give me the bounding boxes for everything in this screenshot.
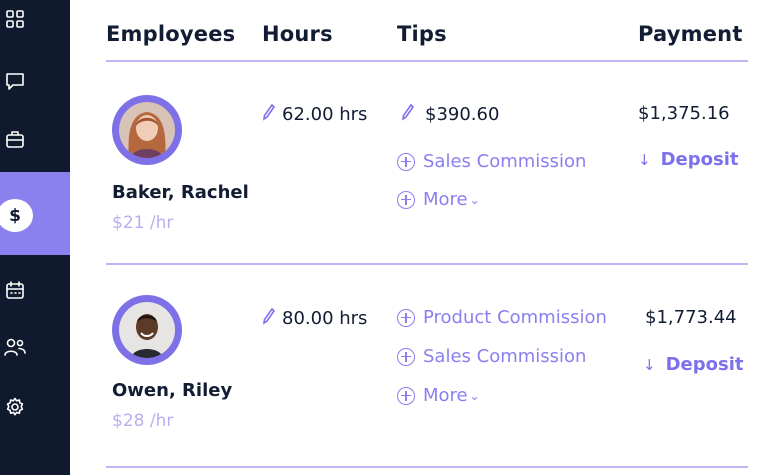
calendar-icon[interactable] — [0, 275, 30, 305]
hourly-rate: $28 /hr — [112, 411, 174, 431]
plus-circle-icon — [397, 152, 415, 171]
header-payment: Payment — [638, 22, 743, 46]
employee-name: Owen, Riley — [112, 380, 233, 401]
message-icon[interactable] — [0, 66, 30, 96]
header-employees: Employees — [106, 22, 236, 46]
avatar[interactable] — [112, 295, 182, 365]
header-divider — [106, 60, 748, 62]
deposit-link[interactable]: ↓ Deposit — [643, 354, 744, 375]
pencil-icon[interactable] — [401, 103, 415, 126]
pencil-icon[interactable] — [262, 307, 276, 330]
header-tips: Tips — [397, 22, 447, 46]
more-link[interactable]: More ⌄ — [397, 189, 480, 210]
row-divider — [106, 263, 748, 265]
payment-amount: $1,773.44 — [645, 307, 737, 328]
gear-icon[interactable] — [0, 392, 30, 422]
arrow-down-icon: ↓ — [643, 355, 656, 374]
plus-circle-icon — [397, 386, 415, 405]
header-hours: Hours — [262, 22, 333, 46]
hourly-rate: $21 /hr — [112, 213, 174, 233]
plus-circle-icon — [397, 190, 415, 209]
row-divider — [106, 466, 748, 468]
arrow-down-icon: ↓ — [638, 150, 651, 169]
add-sales-commission-link[interactable]: Sales Commission — [397, 151, 586, 172]
plus-circle-icon — [397, 308, 415, 327]
plus-circle-icon — [397, 347, 415, 366]
pencil-icon[interactable] — [262, 103, 276, 126]
add-sales-commission-link[interactable]: Sales Commission — [397, 346, 586, 367]
tip-amount[interactable]: $390.60 — [401, 103, 499, 126]
hours-value[interactable]: 80.00 hrs — [262, 307, 367, 330]
add-product-commission-link[interactable]: Product Commission — [397, 307, 607, 328]
sidebar: $ — [0, 0, 70, 475]
dollar-icon[interactable]: $ — [0, 199, 33, 232]
chevron-down-icon: ⌄ — [469, 388, 480, 403]
people-icon[interactable] — [0, 332, 30, 362]
deposit-link[interactable]: ↓ Deposit — [638, 149, 739, 170]
hours-value[interactable]: 62.00 hrs — [262, 103, 367, 126]
briefcase-icon[interactable] — [0, 124, 30, 154]
chevron-down-icon: ⌄ — [469, 192, 480, 207]
employee-name: Baker, Rachel — [112, 182, 249, 203]
more-link[interactable]: More ⌄ — [397, 385, 480, 406]
grid-icon[interactable] — [0, 4, 30, 34]
avatar[interactable] — [112, 95, 182, 165]
payment-amount: $1,375.16 — [638, 103, 730, 124]
